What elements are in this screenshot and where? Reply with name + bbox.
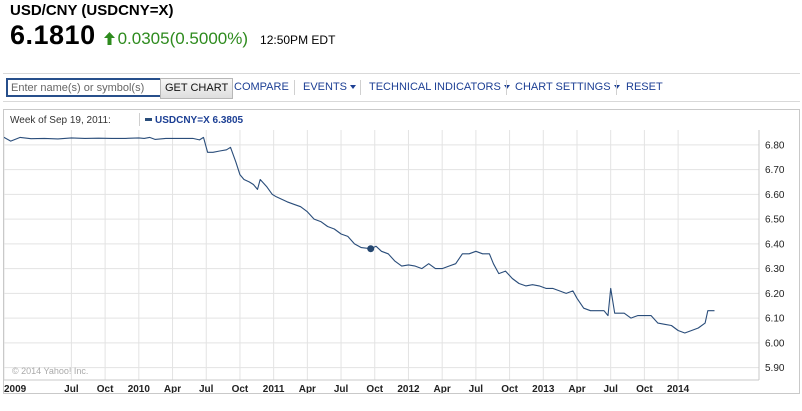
- x-tick-label: Jul: [469, 384, 484, 393]
- symbol-search-input[interactable]: [6, 78, 162, 97]
- x-tick-label: Oct: [636, 384, 653, 393]
- x-tick-label: 2014: [667, 384, 690, 393]
- copyright-notice: © 2014 Yahoo! Inc.: [12, 366, 88, 376]
- toolbar-divider: [294, 80, 295, 95]
- y-tick-label: 6.80: [765, 140, 785, 151]
- events-label: EVENTS: [303, 81, 348, 93]
- change-value: 0.0305: [117, 29, 170, 48]
- x-tick-label: 2013: [532, 384, 555, 393]
- y-tick-label: 6.70: [765, 165, 785, 176]
- ticker-title: USD/CNY (USDCNY=X): [10, 2, 174, 19]
- y-tick-label: 6.10: [765, 314, 785, 325]
- toolbar-divider: [360, 80, 361, 95]
- x-tick-label: Jul: [603, 384, 618, 393]
- chart-toolbar: GET CHART COMPARE EVENTS TECHNICAL INDIC…: [3, 73, 800, 102]
- x-tick-label: Apr: [568, 384, 585, 393]
- x-tick-label: Apr: [434, 384, 451, 393]
- legend-swatch: [145, 118, 152, 121]
- compare-link[interactable]: COMPARE: [234, 81, 289, 93]
- events-menu[interactable]: EVENTS: [303, 74, 357, 101]
- reset-link[interactable]: RESET: [626, 81, 663, 93]
- x-tick-label: 2010: [128, 384, 151, 393]
- y-tick-label: 6.50: [765, 215, 785, 226]
- y-tick-label: 5.90: [765, 363, 785, 374]
- y-tick-label: 6.20: [765, 289, 785, 300]
- toolbar-divider: [506, 80, 507, 95]
- legend-divider: [139, 113, 140, 126]
- change-percent: (0.5000%): [169, 29, 249, 48]
- highlight-point[interactable]: [367, 245, 375, 253]
- x-tick-label: Apr: [164, 384, 181, 393]
- technical-indicators-menu[interactable]: TECHNICAL INDICATORS: [369, 74, 510, 101]
- chart-legend: Week of Sep 19, 2011: USDCNY=X 6.3805: [4, 110, 799, 130]
- x-tick-label: Apr: [299, 384, 316, 393]
- series-line-usdcny: [4, 136, 715, 334]
- x-tick-label: Jul: [199, 384, 214, 393]
- y-tick-label: 6.60: [765, 190, 785, 201]
- chart-settings-label: CHART SETTINGS: [515, 81, 611, 93]
- chart-settings-menu[interactable]: CHART SETTINGS: [515, 74, 620, 101]
- x-tick-label: Oct: [501, 384, 518, 393]
- x-tick-label: Oct: [232, 384, 249, 393]
- x-tick-label: 2011: [263, 384, 285, 393]
- x-tick-label: 2012: [397, 384, 420, 393]
- x-tick-label: Oct: [97, 384, 114, 393]
- legend-week-label: Week of Sep 19, 2011:: [10, 115, 111, 126]
- price-chart[interactable]: 6.80 6.70 6.60 6.50 6.40 6.30 6.20 6.10 6.00 5.90…: [4, 110, 799, 393]
- quote-time: 12:50PM EDT: [260, 33, 336, 47]
- toolbar-divider: [616, 80, 617, 95]
- x-tick-label: Jul: [334, 384, 349, 393]
- y-tick-label: 6.40: [765, 239, 785, 250]
- quote-row: 6.1810 0.0305 (0.5000%) 12:50PM EDT: [10, 20, 335, 52]
- x-tick-label: Oct: [366, 384, 383, 393]
- price-change: 0.0305 (0.5000%): [103, 29, 249, 49]
- chart-panel: 6.80 6.70 6.60 6.50 6.40 6.30 6.20 6.10 6.00 5.90…: [3, 109, 800, 394]
- x-tick-label: 2009: [4, 384, 27, 393]
- legend-series-label: USDCNY=X 6.3805: [155, 115, 244, 126]
- up-arrow-icon: [103, 30, 115, 45]
- last-price: 6.1810: [10, 20, 96, 50]
- chevron-down-icon: [350, 85, 357, 89]
- get-chart-button[interactable]: GET CHART: [160, 78, 234, 99]
- y-tick-label: 6.30: [765, 264, 785, 275]
- x-tick-label: Jul: [64, 384, 79, 393]
- technical-indicators-label: TECHNICAL INDICATORS: [369, 81, 501, 93]
- y-tick-label: 6.00: [765, 338, 785, 349]
